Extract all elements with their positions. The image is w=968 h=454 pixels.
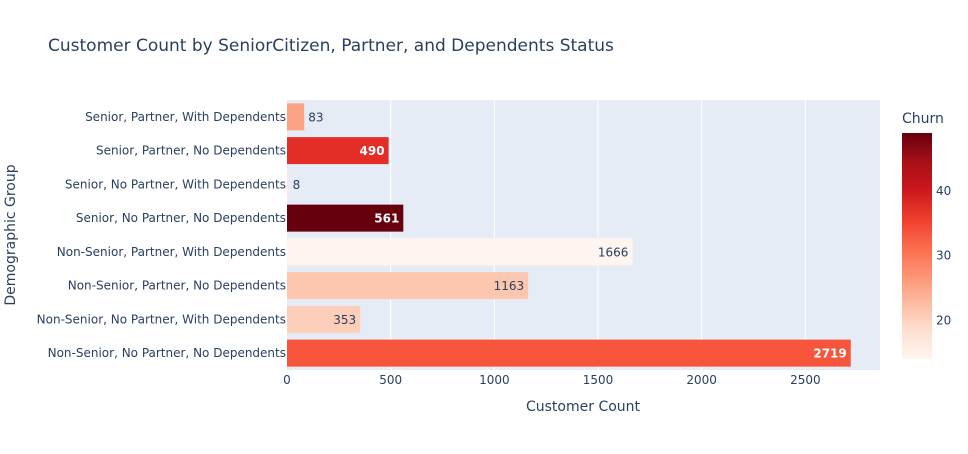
x-tick-label: 1000 — [479, 373, 510, 387]
bar-value-label: 561 — [374, 212, 399, 226]
bar-value-label: 353 — [333, 313, 356, 327]
x-tick-label: 0 — [283, 373, 291, 387]
x-tick-label: 2500 — [790, 373, 821, 387]
bar-value-label: 83 — [308, 110, 323, 124]
bar-value-label: 490 — [360, 144, 385, 158]
bar-value-label: 1666 — [598, 245, 629, 259]
x-axis-title: Customer Count — [526, 399, 641, 415]
y-tick-label: Senior, No Partner, With Dependents — [65, 177, 286, 191]
bars — [287, 103, 851, 367]
y-axis-title: Demographic Group — [3, 164, 19, 305]
bar[interactable] — [287, 103, 305, 131]
y-tick-label: Non-Senior, No Partner, No Dependents — [48, 346, 286, 360]
y-tick-label: Senior, Partner, No Dependents — [96, 144, 286, 158]
x-tick-label: 500 — [379, 373, 402, 387]
colorbar-ticks: 20 30 40 — [936, 184, 951, 327]
x-tick-labels: 0 500 1000 1500 2000 2500 — [283, 373, 820, 387]
y-tick-label: Senior, Partner, With Dependents — [85, 110, 286, 124]
bar[interactable] — [287, 238, 633, 266]
colorbar-tick-label: 20 — [936, 313, 951, 327]
colorbar-title: Churn — [902, 111, 944, 127]
colorbar-tick-label: 30 — [936, 249, 951, 263]
chart-title: Customer Count by SeniorCitizen, Partner… — [48, 36, 614, 56]
y-tick-labels: Senior, Partner, With Dependents Senior, … — [37, 110, 286, 360]
x-tick-label: 2000 — [686, 373, 717, 387]
bar-value-labels: 83 490 8 561 1666 1163 353 2719 — [293, 110, 847, 360]
bar[interactable] — [287, 339, 851, 367]
y-tick-label: Non-Senior, No Partner, With Dependents — [37, 312, 286, 326]
bar[interactable] — [287, 305, 361, 333]
y-tick-label: Non-Senior, Partner, No Dependents — [68, 279, 286, 293]
bar-value-label: 2719 — [813, 347, 846, 361]
colorbar-tick-label: 40 — [936, 184, 951, 198]
bar[interactable] — [287, 170, 289, 198]
bar[interactable] — [287, 272, 529, 300]
y-tick-label: Non-Senior, Partner, With Dependents — [57, 245, 286, 259]
bar-value-label: 1163 — [494, 279, 525, 293]
grid-lines — [390, 100, 806, 370]
bar-value-label: 8 — [293, 178, 301, 192]
x-tick-label: 1500 — [583, 373, 614, 387]
colorbar — [902, 133, 932, 359]
bar[interactable] — [287, 204, 404, 232]
bar[interactable] — [287, 137, 389, 165]
y-tick-label: Senior, No Partner, No Dependents — [76, 211, 286, 225]
